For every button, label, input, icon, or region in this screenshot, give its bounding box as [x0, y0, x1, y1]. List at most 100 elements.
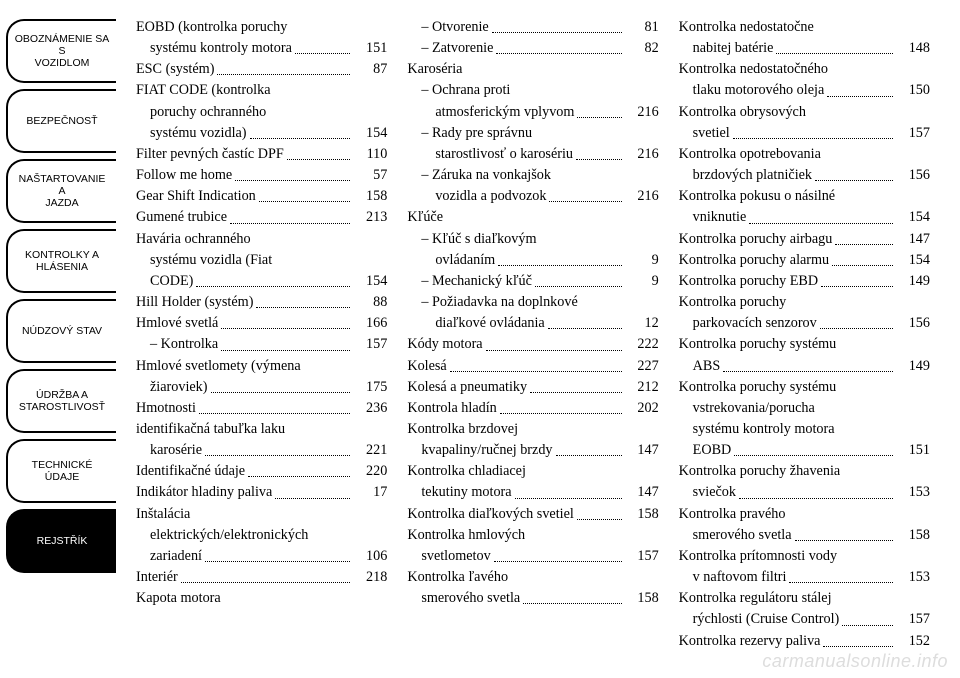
index-entry-page: 57 [353, 165, 387, 185]
index-entry: kvapaliny/ručnej brzdy 147 [407, 440, 658, 460]
index-entry-text: svetlometov [421, 546, 490, 566]
index-entry-page: 149 [896, 356, 930, 376]
index-entry-page: 9 [625, 250, 659, 270]
index-entry-text: diaľkové ovládania [435, 313, 544, 333]
index-entry-text: EOBD [693, 440, 732, 460]
index-entry: Gumené trubice213 [136, 207, 387, 227]
index-entry: systému vozidla)154 [136, 123, 387, 143]
leader-dots [498, 265, 621, 266]
leader-dots [820, 328, 893, 329]
index-entry: svetlometov 157 [407, 546, 658, 566]
index-entry-text: Kontrolka poruchy airbagu [679, 229, 833, 249]
index-entry: vniknutie154 [679, 207, 930, 227]
nav-tab[interactable]: ÚDRŽBA ASTAROSTLIVOSŤ [6, 369, 116, 433]
nav-tab-label: VOZIDLOM [35, 57, 90, 69]
index-entry: Gear Shift Indication158 [136, 186, 387, 206]
nav-tab-label: ÚDRŽBA A [36, 389, 88, 401]
index-entry: Kontrolka chladiacej [407, 461, 658, 481]
index-entry-text: systému vozidla (Fiat [150, 250, 272, 270]
index-entry-text: Kódy motora [407, 334, 482, 354]
index-entry-text: vozidla a podvozok [435, 186, 546, 206]
index-entry: rýchlosti (Cruise Control)157 [679, 609, 930, 629]
index-entry-page: 222 [625, 334, 659, 354]
index-entry-text: zariadení [150, 546, 202, 566]
index-entry-page: 147 [625, 440, 659, 460]
index-entry-page: 216 [625, 102, 659, 122]
index-entry-page: 154 [353, 271, 387, 291]
index-entry-text: Kontrolka brzdovej [407, 419, 518, 439]
index-entry-text: identifikačná tabuľka laku [136, 419, 285, 439]
index-content: EOBD (kontrolka poruchysystému kontroly … [116, 0, 960, 678]
index-entry-text: kvapaliny/ručnej brzdy [421, 440, 552, 460]
index-entry-text: Kontrolka diaľkových svetiel [407, 504, 574, 524]
index-entry: diaľkové ovládania12 [407, 313, 658, 333]
index-entry-text: Inštalácia [136, 504, 190, 524]
nav-tab[interactable]: TECHNICKÉ ÚDAJE [6, 439, 116, 503]
index-entry-text: – Mechanický kľúč [421, 271, 532, 291]
index-entry-text: Identifikačné údaje [136, 461, 245, 481]
index-entry: Kontrolka pokusu o násilné [679, 186, 930, 206]
nav-tab[interactable]: OBOZNÁMENIE SA SVOZIDLOM [6, 19, 116, 83]
index-entry-text: tekutiny motora [421, 482, 511, 502]
index-entry-text: Kľúče [407, 207, 443, 227]
index-entry-page: 17 [353, 482, 387, 502]
index-entry-page: 175 [353, 377, 387, 397]
leader-dots [576, 159, 622, 160]
index-entry: ABS149 [679, 356, 930, 376]
index-entry-text: žiaroviek) [150, 377, 208, 397]
index-entry-text: systému kontroly motora [693, 419, 835, 439]
index-entry-page: 153 [896, 482, 930, 502]
watermark: carmanualsonline.info [762, 651, 948, 672]
index-entry-text: Interiér [136, 567, 178, 587]
index-entry: Indikátor hladiny paliva17 [136, 482, 387, 502]
index-entry-page: 221 [353, 440, 387, 460]
index-entry: vozidla a podvozok216 [407, 186, 658, 206]
index-entry-page: 82 [625, 38, 659, 58]
nav-tab[interactable]: NÚDZOVÝ STAV [6, 299, 116, 363]
index-entry-text: Kontrolka regulátoru stálej [679, 588, 832, 608]
index-entry-page: 157 [625, 546, 659, 566]
leader-dots [548, 328, 622, 329]
index-entry-text: Kontrolka pokusu o násilné [679, 186, 835, 206]
index-entry: tekutiny motora147 [407, 482, 658, 502]
index-entry-text: ESC (systém) [136, 59, 214, 79]
index-entry-text: systému kontroly motora [150, 38, 292, 58]
index-entry: elektrických/elektronických [136, 525, 387, 545]
index-entry: identifikačná tabuľka laku [136, 419, 387, 439]
index-entry-text: Kontrolka prítomnosti vody [679, 546, 837, 566]
index-entry: EOBD151 [679, 440, 930, 460]
index-entry-page: 156 [896, 313, 930, 333]
leader-dots [577, 117, 621, 118]
index-entry: Kontrolka nedostatočne [679, 17, 930, 37]
index-entry-text: Kontrolka poruchy systému [679, 377, 837, 397]
nav-tab-label: JAZDA [45, 197, 78, 209]
nav-tab[interactable]: NAŠTARTOVANIE AJAZDA [6, 159, 116, 223]
nav-tab[interactable]: KONTROLKY AHLÁSENIA [6, 229, 116, 293]
index-entry: – Otvorenie81 [407, 17, 658, 37]
index-entry-page: 218 [353, 567, 387, 587]
index-entry-text: Follow me home [136, 165, 232, 185]
index-entry: Filter pevných častíc DPF110 [136, 144, 387, 164]
nav-tab[interactable]: BEZPEČNOSŤ [6, 89, 116, 153]
nav-tab[interactable]: REJSTŘÍK [6, 509, 116, 573]
index-entry-text: Kontrolka opotrebovania [679, 144, 821, 164]
index-entry: – Požiadavka na doplnkové [407, 292, 658, 312]
index-entry: ovládaním9 [407, 250, 658, 270]
index-entry-text: Kontrolka rezervy paliva [679, 631, 821, 651]
index-entry-text: FIAT CODE (kontrolka [136, 80, 271, 100]
index-entry-page: 87 [353, 59, 387, 79]
nav-tab-label: NAŠTARTOVANIE A [14, 173, 110, 197]
index-entry: Kontrolka poruchy airbagu147 [679, 229, 930, 249]
leader-dots [230, 223, 350, 224]
index-entry-page: 166 [353, 313, 387, 333]
index-entry-text: tlaku motorového oleja [693, 80, 825, 100]
index-entry: systému kontroly motora151 [136, 38, 387, 58]
index-entry-text: Gumené trubice [136, 207, 227, 227]
index-entry: – Ochrana proti [407, 80, 658, 100]
index-entry: Kolesá227 [407, 356, 658, 376]
leader-dots [827, 96, 893, 97]
index-column-1: EOBD (kontrolka poruchysystému kontroly … [126, 16, 397, 668]
index-entry: EOBD (kontrolka poruchy [136, 17, 387, 37]
leader-dots [248, 476, 350, 477]
leader-dots [556, 455, 622, 456]
